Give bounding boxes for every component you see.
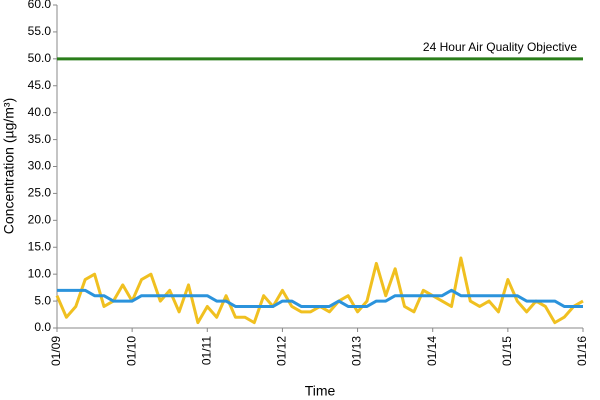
series-line <box>57 288 583 308</box>
objective-label: 24 Hour Air Quality Objective <box>423 40 577 54</box>
y-tick-label: 40.0 <box>28 105 52 119</box>
y-tick-label: 5.0 <box>34 293 51 307</box>
y-tick-label: 15.0 <box>28 239 52 253</box>
x-tick-label: 01/13 <box>350 336 364 366</box>
y-tick-label: 35.0 <box>28 132 52 146</box>
x-tick-label: 01/11 <box>199 336 213 365</box>
y-tick-label: 30.0 <box>28 159 52 173</box>
y-tick-label: 50.0 <box>28 51 52 65</box>
x-tick-label: 01/12 <box>275 336 289 366</box>
x-tick-label: 01/15 <box>500 336 514 366</box>
y-tick-label: 25.0 <box>28 186 52 200</box>
y-tick-label: 45.0 <box>28 78 52 92</box>
series-line <box>55 256 584 325</box>
x-tick-label: 01/16 <box>575 336 589 366</box>
x-tick-label: 01/10 <box>124 336 138 366</box>
x-tick-label: 01/14 <box>425 336 439 366</box>
y-tick-label: 20.0 <box>28 213 52 227</box>
y-tick-label: 0.0 <box>34 320 51 334</box>
y-tick-label: 60.0 <box>28 0 52 11</box>
x-tick-label: 01/09 <box>49 336 63 366</box>
x-axis-title: Time <box>305 383 336 399</box>
y-tick-label: 10.0 <box>28 266 52 280</box>
y-tick-label: 55.0 <box>28 24 52 38</box>
y-axis-title: Concentration (µg/m³) <box>1 98 17 234</box>
